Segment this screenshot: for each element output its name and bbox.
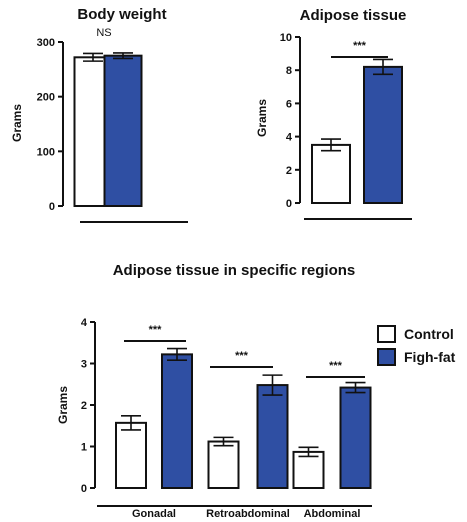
y-tick-label: 2 bbox=[81, 400, 87, 412]
y-tick-label: 8 bbox=[286, 65, 292, 77]
y-tick-label: 0 bbox=[286, 198, 292, 210]
chart-title: Adipose tissue in specific regions bbox=[113, 262, 356, 279]
bar-high-fat bbox=[256, 384, 289, 489]
significance-label: *** bbox=[353, 40, 367, 52]
bar-control bbox=[115, 421, 147, 489]
chart-title: Body weight bbox=[77, 6, 166, 23]
y-axis-label: Grams bbox=[10, 104, 24, 142]
x-tick-label: Abdominal bbox=[304, 508, 361, 520]
y-tick-label: 4 bbox=[81, 317, 88, 329]
significance-label: *** bbox=[235, 350, 249, 362]
significance-label: NS bbox=[96, 27, 111, 39]
y-tick-label: 0 bbox=[49, 201, 55, 213]
y-tick-label: 200 bbox=[37, 92, 55, 104]
y-tick-label: 1 bbox=[81, 442, 87, 454]
bar-control bbox=[292, 450, 325, 489]
significance-label: *** bbox=[149, 324, 163, 336]
bar-control bbox=[207, 440, 240, 489]
y-axis-label: Grams bbox=[56, 386, 70, 424]
bar-high-fat bbox=[339, 386, 372, 490]
bar-control bbox=[311, 143, 351, 204]
legend-swatch-high-fat bbox=[377, 348, 396, 366]
adipose-tissue-chart: Adipose tissue Grams 0 2 4 6 8 10 *** bbox=[255, 7, 412, 220]
regional-adipose-chart: Adipose tissue in specific regions Grams… bbox=[56, 262, 372, 520]
bar-high-fat bbox=[103, 54, 143, 207]
y-tick-label: 3 bbox=[81, 359, 87, 371]
legend-label-control: Control bbox=[404, 326, 454, 342]
y-tick-label: 2 bbox=[286, 165, 292, 177]
body-weight-chart: Body weight Grams NS 0 100 200 300 bbox=[10, 6, 188, 223]
y-tick-label: 300 bbox=[37, 37, 55, 49]
y-tick-label: 6 bbox=[286, 98, 292, 110]
y-tick-label: 10 bbox=[280, 32, 292, 44]
x-tick-label: Gonadal bbox=[132, 508, 176, 520]
x-tick-label: Retroabdominal bbox=[206, 508, 290, 520]
y-axis-label: Grams bbox=[255, 99, 269, 137]
legend-label-high-fat: Figh-fat bbox=[404, 349, 456, 365]
y-tick-label: 0 bbox=[81, 483, 87, 495]
y-tick-label: 100 bbox=[37, 146, 55, 158]
legend: Control Figh-fat bbox=[377, 325, 456, 366]
chart-title: Adipose tissue bbox=[300, 7, 407, 24]
legend-swatch-control bbox=[377, 325, 396, 343]
significance-label: *** bbox=[329, 360, 343, 372]
bar-high-fat bbox=[363, 65, 403, 204]
bar-high-fat bbox=[161, 353, 193, 489]
y-tick-label: 4 bbox=[286, 132, 293, 144]
